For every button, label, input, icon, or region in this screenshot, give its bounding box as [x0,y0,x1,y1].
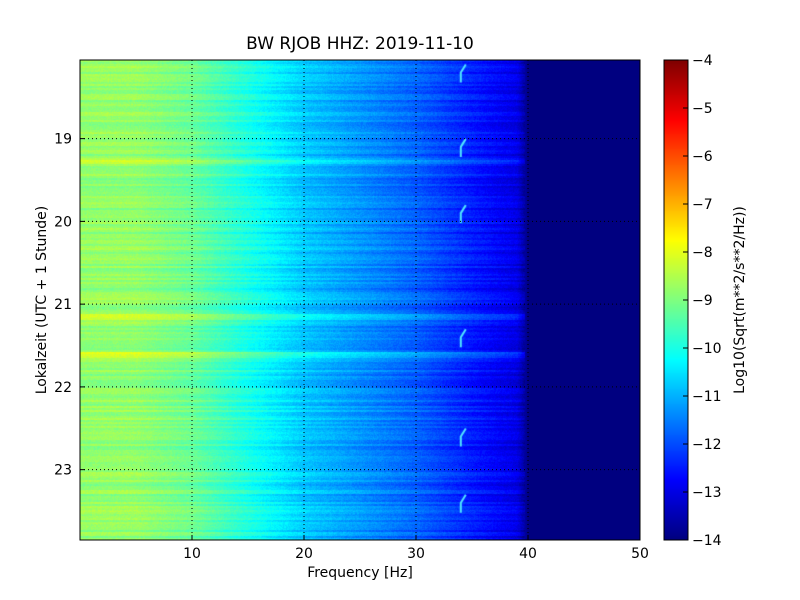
spectrogram-heatmap [80,60,640,540]
x-tick-label: 10 [183,546,201,562]
colorbar-tick-label: −9 [692,293,713,309]
colorbar-label: Log10(Sqrt(m**2/s**2/Hz)) [732,206,748,394]
y-axis-label: Lokalzeit (UTC + 1 Stunde) [34,206,50,395]
spectrogram-plot-area [80,60,640,540]
colorbar-tick-label: −12 [692,437,722,453]
y-axis: 19 20 21 22 23 [54,132,85,479]
x-tick-label: 20 [295,546,313,562]
y-tick-label: 21 [54,297,72,313]
plot-frame [79,59,641,541]
colorbar-tick-label: −7 [692,197,713,213]
colorbar-tick-label: −10 [692,341,722,357]
chart-title: BW RJOB HHZ: 2019-11-10 [246,34,474,54]
y-tick-label: 19 [54,132,72,148]
y-tick-label: 20 [54,214,72,230]
grid-lines [80,60,640,540]
colorbar-tick-label: −13 [692,485,722,501]
colorbar-tick-label: −8 [692,245,713,261]
x-axis-label: Frequency [Hz] [307,565,413,581]
x-axis: 10 20 30 40 50 [183,535,649,562]
colorbar-ticks: −14 −13 −12 −11 −10 −9 −8 −7 −6 −5 −4 [683,53,722,549]
colorbar-tick-label: −11 [692,389,722,405]
x-tick-label: 40 [519,546,537,562]
y-tick-label: 23 [54,463,72,479]
x-tick-label: 50 [631,546,649,562]
colorbar-tick-label: −14 [692,533,722,549]
y-tick-label: 22 [54,380,72,396]
colorbar-tick-label: −6 [692,149,713,165]
colorbar-tick-label: −5 [692,101,713,117]
colorbar-tick-label: −4 [692,53,713,69]
x-tick-label: 30 [407,546,425,562]
